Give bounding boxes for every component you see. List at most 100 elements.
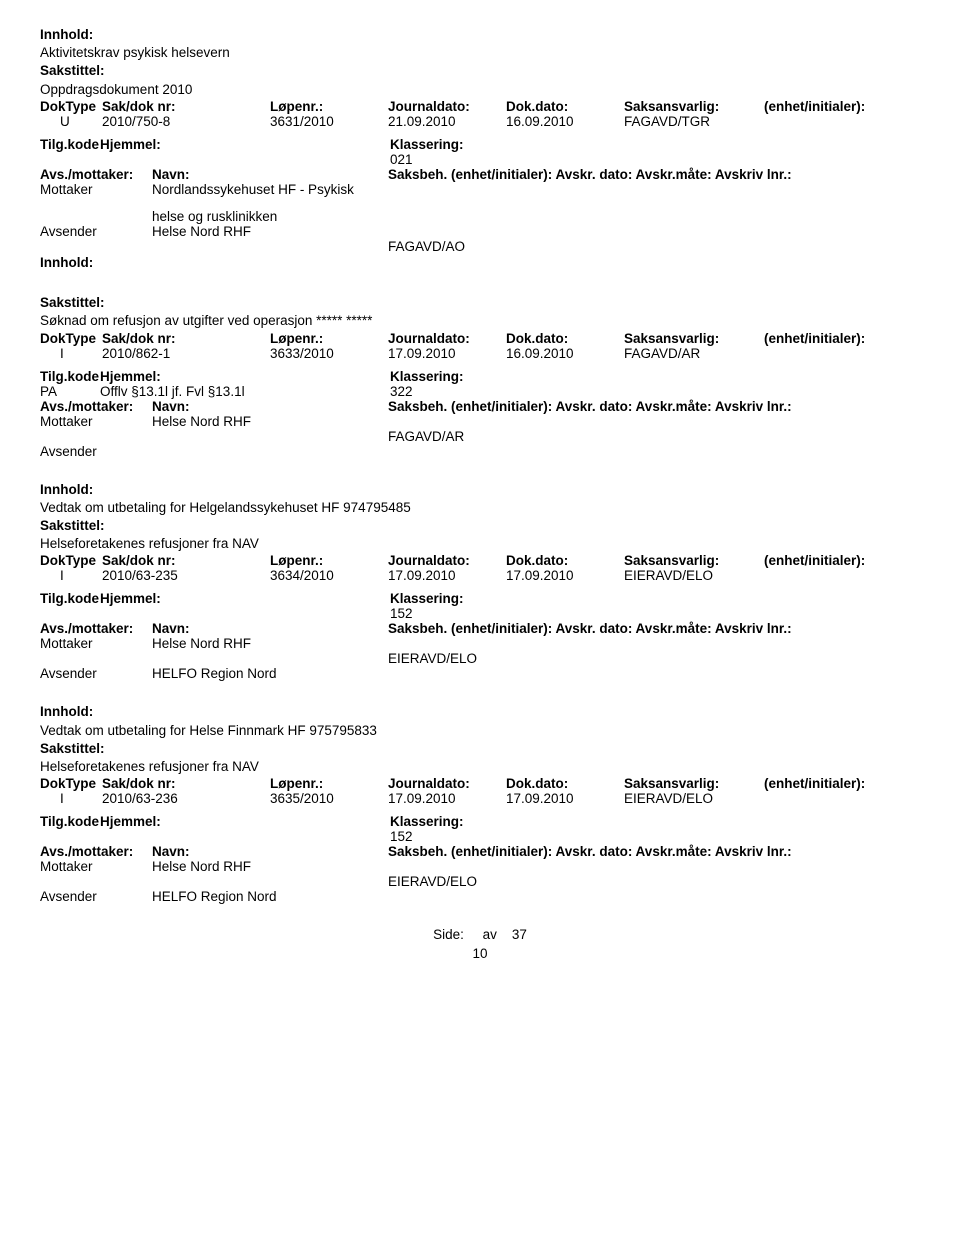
mottaker-label: Mottaker bbox=[40, 182, 152, 197]
mottaker-value: Helse Nord RHF bbox=[152, 414, 452, 429]
avsender-row: Avsender Helse Nord RHF bbox=[40, 224, 920, 239]
mottaker-row: Mottaker Helse Nord RHF bbox=[40, 636, 920, 651]
sakstittel-label: Sakstittel: bbox=[40, 740, 920, 758]
val-ddato: 17.09.2010 bbox=[506, 791, 624, 806]
innhold-label: Innhold: bbox=[40, 26, 920, 44]
hdr-saknr: Sak/dok nr: bbox=[102, 553, 270, 568]
page-footer: Side: av 37 10 bbox=[40, 926, 920, 964]
avsender-row: Avsender HELFO Region Nord bbox=[40, 666, 920, 681]
mottaker-row: Mottaker Helse Nord RHF bbox=[40, 414, 920, 429]
sakstittel-label: Sakstittel: bbox=[40, 62, 920, 80]
hdr-doktype: DokType bbox=[40, 776, 102, 791]
innhold-text: Vedtak om utbetaling for Helse Finnmark … bbox=[40, 722, 920, 740]
val-saknr: 2010/750-8 bbox=[102, 114, 270, 129]
klassering-value: 152 bbox=[390, 606, 413, 621]
tilg-val-row: 152 bbox=[40, 606, 920, 621]
side-label: Side: bbox=[433, 927, 464, 942]
tilg-row: Tilg.kode Hjemmel: Klassering: bbox=[40, 369, 920, 384]
sakstittel-text: Oppdragsdokument 2010 bbox=[40, 81, 920, 99]
hdr-saksansvarlig: Saksansvarlig: bbox=[624, 99, 764, 114]
sakstittel-text: Søknad om refusjon av utgifter ved opera… bbox=[40, 312, 920, 330]
hdr-saksansvarlig: Saksansvarlig: bbox=[624, 776, 764, 791]
mottaker-label: Mottaker bbox=[40, 859, 152, 874]
klassering-value: 322 bbox=[390, 384, 413, 399]
avsmottaker-label: Avs./mottaker: bbox=[40, 399, 152, 414]
column-headers: DokType Sak/dok nr: Løpenr.: Journaldato… bbox=[40, 776, 920, 791]
val-ansvarlig: FAGAVD/AR bbox=[624, 346, 764, 361]
val-jdato: 17.09.2010 bbox=[388, 568, 506, 583]
hdr-journaldato: Journaldato: bbox=[388, 776, 506, 791]
avsmottaker-label: Avs./mottaker: bbox=[40, 621, 152, 636]
tilgkode-label: Tilg.kode bbox=[40, 137, 100, 152]
page-number: 10 bbox=[472, 946, 487, 961]
tilg-val-row: PA Offlv §13.1l jf. Fvl §13.1l 322 bbox=[40, 384, 920, 399]
tilg-row: Tilg.kode Hjemmel: Klassering: bbox=[40, 137, 920, 152]
hdr-lopenr: Løpenr.: bbox=[270, 331, 388, 346]
hdr-lopenr: Løpenr.: bbox=[270, 99, 388, 114]
val-doktype: I bbox=[40, 346, 102, 361]
val-lopenr: 3635/2010 bbox=[270, 791, 388, 806]
val-doktype: I bbox=[40, 568, 102, 583]
navn-label: Navn: bbox=[152, 167, 388, 182]
org-value: FAGAVD/AR bbox=[388, 429, 464, 444]
val-ddato: 17.09.2010 bbox=[506, 568, 624, 583]
hdr-saknr: Sak/dok nr: bbox=[102, 331, 270, 346]
value-row: I 2010/63-235 3634/2010 17.09.2010 17.09… bbox=[40, 568, 920, 583]
sakstittel-text: Helseforetakenes refusjoner fra NAV bbox=[40, 535, 920, 553]
mottaker-label: Mottaker bbox=[40, 414, 152, 429]
mottaker-row: Mottaker Nordlandssykehuset HF - Psykisk bbox=[40, 182, 920, 197]
column-headers: DokType Sak/dok nr: Løpenr.: Journaldato… bbox=[40, 99, 920, 114]
klassering-value: 152 bbox=[390, 829, 413, 844]
page-total: 37 bbox=[512, 927, 527, 942]
val-ansvarlig: EIERAVD/ELO bbox=[624, 791, 764, 806]
avsmottaker-header: Avs./mottaker: Navn: Saksbeh. (enhet/ini… bbox=[40, 844, 920, 859]
val-jdato: 17.09.2010 bbox=[388, 791, 506, 806]
value-row: I 2010/862-1 3633/2010 17.09.2010 16.09.… bbox=[40, 346, 920, 361]
hdr-saksansvarlig: Saksansvarlig: bbox=[624, 331, 764, 346]
hdr-journaldato: Journaldato: bbox=[388, 553, 506, 568]
hdr-doktype: DokType bbox=[40, 553, 102, 568]
hdr-dokdato: Dok.dato: bbox=[506, 331, 624, 346]
hdr-lopenr: Løpenr.: bbox=[270, 553, 388, 568]
saksbeh-label: Saksbeh. (enhet/initialer): Avskr. dato:… bbox=[388, 844, 920, 859]
hdr-journaldato: Journaldato: bbox=[388, 331, 506, 346]
page-container: Innhold: Aktivitetskrav psykisk helsever… bbox=[0, 0, 960, 984]
avsmottaker-header: Avs./mottaker: Navn: Saksbeh. (enhet/ini… bbox=[40, 621, 920, 636]
avsender-row: Avsender HELFO Region Nord bbox=[40, 889, 920, 904]
val-lopenr: 3631/2010 bbox=[270, 114, 388, 129]
avsmottaker-label: Avs./mottaker: bbox=[40, 167, 152, 182]
column-headers: DokType Sak/dok nr: Løpenr.: Journaldato… bbox=[40, 553, 920, 568]
saksbeh-label: Saksbeh. (enhet/initialer): Avskr. dato:… bbox=[388, 621, 920, 636]
mottaker-value: Nordlandssykehuset HF - Psykisk bbox=[152, 182, 452, 197]
tilgkode-label: Tilg.kode bbox=[40, 591, 100, 606]
avsender-label: Avsender bbox=[40, 224, 152, 239]
org-value: FAGAVD/AO bbox=[388, 239, 465, 254]
avsmottaker-header: Avs./mottaker: Navn: Saksbeh. (enhet/ini… bbox=[40, 399, 920, 414]
hdr-lopenr: Løpenr.: bbox=[270, 776, 388, 791]
val-doktype: U bbox=[40, 114, 102, 129]
org-value: EIERAVD/ELO bbox=[388, 874, 477, 889]
saksbeh-label: Saksbeh. (enhet/initialer): Avskr. dato:… bbox=[388, 167, 920, 182]
hdr-saknr: Sak/dok nr: bbox=[102, 776, 270, 791]
hdr-saksansvarlig: Saksansvarlig: bbox=[624, 553, 764, 568]
hdr-dokdato: Dok.dato: bbox=[506, 553, 624, 568]
avsender-label: Avsender bbox=[40, 666, 152, 681]
hdr-journaldato: Journaldato: bbox=[388, 99, 506, 114]
hdr-dokdato: Dok.dato: bbox=[506, 99, 624, 114]
val-doktype: I bbox=[40, 791, 102, 806]
innhold-text: Aktivitetskrav psykisk helsevern bbox=[40, 44, 920, 62]
hdr-doktype: DokType bbox=[40, 99, 102, 114]
navn-label: Navn: bbox=[152, 399, 388, 414]
mottaker-label: Mottaker bbox=[40, 636, 152, 651]
val-lopenr: 3634/2010 bbox=[270, 568, 388, 583]
av-label: av bbox=[483, 927, 497, 942]
org-row: EIERAVD/ELO bbox=[40, 651, 920, 666]
tilg-row: Tilg.kode Hjemmel: Klassering: bbox=[40, 591, 920, 606]
innhold-text: Vedtak om utbetaling for Helgelandssykeh… bbox=[40, 499, 920, 517]
avsmottaker-header: Avs./mottaker: Navn: Saksbeh. (enhet/ini… bbox=[40, 167, 920, 182]
val-saknr: 2010/862-1 bbox=[102, 346, 270, 361]
klassering-label: Klassering: bbox=[390, 137, 490, 152]
journal-entry: Innhold: Aktivitetskrav psykisk helsever… bbox=[40, 26, 920, 272]
hjemmel-label: Hjemmel: bbox=[100, 369, 390, 384]
hdr-saknr: Sak/dok nr: bbox=[102, 99, 270, 114]
